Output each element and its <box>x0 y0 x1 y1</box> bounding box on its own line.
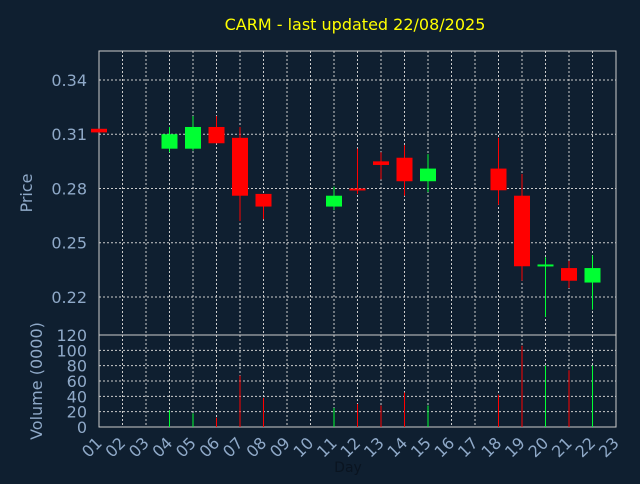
volume-tick-label: 80 <box>67 357 87 376</box>
price-tick-label: 0.22 <box>51 288 87 307</box>
candle-body <box>349 188 366 191</box>
volume-tick-label: 100 <box>56 341 87 360</box>
volume-tick-label: 60 <box>67 372 87 391</box>
candle-body <box>420 168 436 182</box>
volume-tick-label: 20 <box>67 403 87 422</box>
x-tick-labels: 0102030405060708091011121314151617181920… <box>78 433 623 461</box>
candle-body <box>490 168 507 191</box>
candle-body <box>514 195 530 267</box>
x-tick-label: 23 <box>595 433 623 461</box>
price-tick-label: 0.25 <box>51 234 87 253</box>
chart-title: CARM - last updated 22/08/2025 <box>225 15 486 34</box>
x-axis-label: Day <box>334 460 362 476</box>
price-tick-labels: 0.34 0.31 0.28 0.25 0.22 <box>51 71 87 307</box>
volume-tick-label: 0 <box>77 418 87 437</box>
price-tick-label: 0.34 <box>51 71 87 90</box>
candle-body <box>561 268 577 281</box>
candle-body <box>91 128 107 133</box>
candle-body <box>537 264 554 267</box>
price-tick-label: 0.31 <box>51 125 87 144</box>
candle-body <box>255 193 272 207</box>
candle-body <box>232 137 248 196</box>
volume-tick-label: 120 <box>56 326 87 345</box>
candle-body <box>396 157 413 182</box>
grid-lines <box>98 51 617 427</box>
price-tick-label: 0.28 <box>51 179 87 198</box>
volume-tick-label: 40 <box>67 387 87 406</box>
candle-body <box>584 268 601 283</box>
volume-bars <box>169 345 593 427</box>
candle-body <box>326 195 342 207</box>
candle-body <box>161 134 178 149</box>
candle-body <box>185 126 201 149</box>
candles <box>91 116 601 317</box>
candle-body <box>208 126 225 144</box>
candle-body <box>373 161 389 165</box>
volume-axis-label: Volume (0000) <box>27 322 46 440</box>
price-axis-label: Price <box>17 173 36 212</box>
